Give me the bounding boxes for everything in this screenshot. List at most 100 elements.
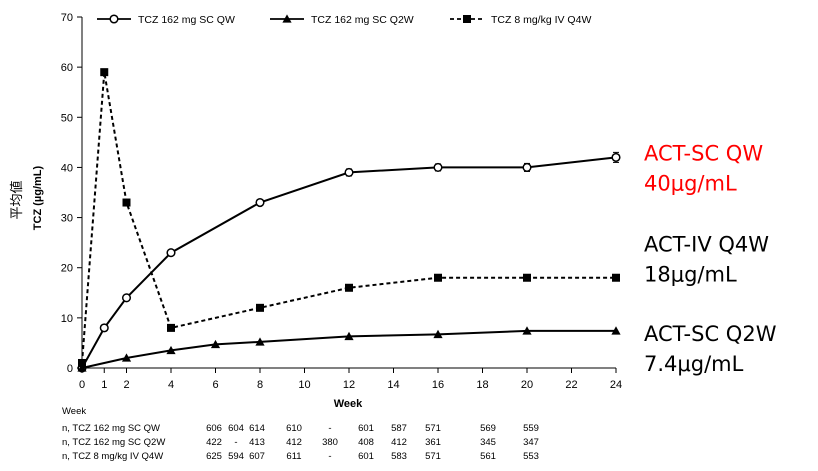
table-cell: 380 — [322, 437, 338, 448]
legend-marker — [109, 14, 119, 24]
data-point — [121, 293, 132, 303]
annotation-label: 40μg/mL — [644, 171, 737, 195]
y-axis-jp-label: 平均値 — [9, 180, 25, 219]
data-point — [344, 331, 354, 341]
data-point — [167, 323, 175, 332]
table-cell: 606 — [206, 423, 222, 434]
y-tick-label: 10 — [61, 313, 73, 325]
x-tick-label: 1 — [101, 379, 107, 391]
x-axis-label: Week — [334, 398, 363, 410]
y-tick-label: 50 — [61, 112, 73, 124]
table-cell: 569 — [480, 423, 496, 434]
y-tick-label: 40 — [61, 162, 73, 174]
table-cell: 413 — [249, 437, 265, 448]
table-cell: 614 — [249, 423, 265, 434]
x-tick-label: 12 — [343, 379, 355, 391]
x-tick-label: 2 — [123, 379, 129, 391]
annotation-label: ACT-SC Q2W — [644, 322, 777, 346]
legend-marker — [463, 15, 471, 23]
table-cell: 408 — [358, 437, 374, 448]
data-point — [522, 162, 532, 172]
data-point — [122, 198, 131, 207]
table-cell: 571 — [425, 423, 441, 434]
x-tick-label: 16 — [432, 379, 444, 391]
data-point — [611, 152, 621, 162]
x-tick-label: 14 — [387, 379, 399, 391]
data-point — [78, 358, 86, 367]
data-point — [612, 273, 620, 282]
table-header: Week — [62, 406, 86, 417]
table-cell: 607 — [249, 451, 265, 462]
table-cell: - — [234, 437, 237, 448]
x-tick-label: 22 — [565, 379, 577, 391]
data-table: Week n, TCZ 162 mg SC QW 606 604 614 610 - 601 5… — [62, 406, 539, 462]
y-axis-label: TCZ (µg/mL) — [32, 165, 44, 230]
table-cell: 611 — [286, 451, 301, 462]
table-row-label: n, TCZ 162 mg SC Q2W — [62, 437, 165, 448]
table-cell: - — [328, 451, 331, 462]
y-tick-label: 60 — [61, 62, 73, 74]
table-cell: 553 — [523, 451, 539, 462]
table-cell: 601 — [358, 423, 374, 434]
series-line — [81, 72, 616, 364]
data-point — [77, 363, 87, 372]
data-point — [434, 273, 442, 282]
data-point — [344, 167, 354, 177]
data-point — [345, 283, 353, 292]
data-point — [523, 273, 531, 282]
x-tick-label: 24 — [610, 379, 622, 391]
table-cell: 559 — [523, 423, 539, 434]
table-cell: 412 — [391, 437, 407, 448]
data-point — [210, 339, 221, 349]
table-cell: 571 — [425, 451, 441, 462]
data-point — [100, 68, 109, 77]
data-point — [433, 329, 443, 339]
x-tick-label: 20 — [521, 379, 533, 391]
legend: TCZ 162 mg SC QW TCZ 162 mg SC Q2W TCZ 8 m… — [97, 14, 591, 26]
legend-label: TCZ 162 mg SC QW — [138, 14, 235, 26]
y-tick-label: 30 — [61, 213, 73, 225]
data-point — [522, 326, 532, 335]
data-point — [256, 303, 264, 312]
data-point — [121, 353, 132, 362]
series-3 — [78, 68, 620, 367]
table-cell: 610 — [286, 423, 302, 434]
annotations: ACT-SC QW 40μg/mL ACT-IV Q4W 18μg/mL ACT-SC … — [644, 141, 777, 376]
table-cell: 361 — [425, 437, 441, 448]
annotation-label: ACT-IV Q4W — [644, 233, 769, 257]
annotation-label: ACT-SC QW — [644, 141, 763, 165]
table-cell: 625 — [206, 451, 222, 462]
table-cell: 583 — [391, 451, 407, 462]
table-row-label: n, TCZ 162 mg SC QW — [62, 423, 160, 434]
table-cell: 594 — [228, 451, 244, 462]
table-cell: 347 — [523, 437, 539, 448]
data-point — [255, 337, 265, 346]
table-row-label: n, TCZ 8 mg/kg IV Q4W — [62, 451, 163, 462]
data-point — [611, 326, 621, 335]
data-point — [166, 345, 176, 355]
x-tick-label: 4 — [168, 379, 174, 391]
table-cell: 587 — [391, 423, 407, 434]
x-tick-label: 10 — [298, 379, 310, 391]
data-point — [433, 162, 443, 172]
x-tick-label: 0 — [79, 379, 85, 391]
legend-label: TCZ 8 mg/kg IV Q4W — [491, 14, 591, 26]
table-cell: 601 — [358, 451, 374, 462]
series-layer — [77, 68, 621, 373]
annotation-label: 18μg/mL — [644, 263, 737, 287]
data-point — [255, 197, 265, 208]
legend-marker — [282, 14, 292, 23]
table-cell: 561 — [480, 451, 496, 462]
legend-label: TCZ 162 mg SC Q2W — [311, 14, 414, 26]
y-tick-label: 70 — [61, 12, 73, 24]
y-tick-label: 0 — [67, 363, 73, 375]
table-cell: 604 — [228, 423, 244, 434]
x-tick-label: 6 — [212, 379, 218, 391]
data-point — [166, 248, 176, 258]
annotation-label: 7.4μg/mL — [644, 352, 744, 376]
y-tick-label: 20 — [61, 263, 73, 275]
data-point — [99, 323, 109, 333]
table-cell: 412 — [286, 437, 302, 448]
